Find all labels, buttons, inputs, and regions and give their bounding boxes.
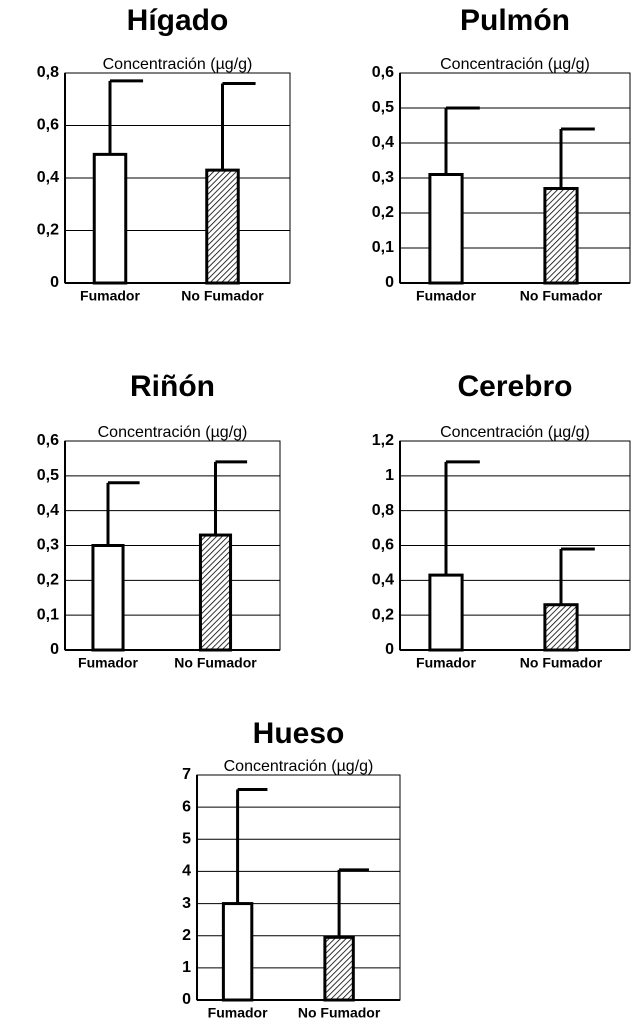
bar	[92, 152, 128, 285]
y-tick-label: 0,1	[37, 606, 59, 623]
subtitle: Concentración (µg/g)	[224, 758, 374, 775]
x-tick-label: No Fumador	[181, 288, 264, 304]
y-tick-label: 4	[182, 863, 191, 880]
subtitle: Concentración (µg/g)	[103, 56, 253, 73]
y-tick-label: 0,3	[372, 169, 394, 186]
x-tick-label: Fumador	[208, 1005, 268, 1020]
y-tick-label: 0,1	[372, 239, 394, 256]
y-tick-label: 0,4	[37, 169, 59, 186]
y-tick-label: 6	[182, 798, 191, 815]
chart-title: Hígado	[127, 4, 229, 37]
y-tick-label: 0,2	[372, 606, 394, 623]
x-tick-label: No Fumador	[520, 288, 603, 304]
bar	[428, 573, 464, 652]
y-tick-label: 0,2	[372, 204, 394, 221]
x-tick-label: Fumador	[80, 288, 140, 304]
bar	[198, 533, 233, 652]
y-tick-label: 0,5	[37, 467, 59, 484]
y-tick-label: 1	[182, 959, 191, 976]
y-tick-label: 0,8	[372, 502, 394, 519]
bar	[205, 168, 240, 285]
y-tick-label: 1,2	[372, 432, 394, 449]
x-tick-label: Fumador	[78, 655, 138, 671]
x-tick-label: No Fumador	[174, 655, 257, 671]
bar	[543, 603, 579, 652]
bar	[91, 544, 125, 652]
y-tick-label: 0,3	[37, 537, 59, 554]
x-tick-label: Fumador	[416, 288, 476, 304]
subtitle: Concentración (µg/g)	[440, 56, 590, 73]
y-tick-label: 0	[385, 641, 394, 658]
y-tick-label: 3	[182, 895, 191, 912]
y-tick-label: 0	[385, 274, 394, 291]
y-tick-label: 0,6	[37, 117, 59, 134]
y-tick-label: 0,4	[37, 502, 59, 519]
y-tick-label: 0,6	[37, 432, 59, 449]
chart-title: Cerebro	[457, 370, 572, 403]
y-tick-label: 0,2	[37, 222, 59, 239]
y-tick-label: 7	[182, 766, 191, 783]
y-tick-label: 5	[182, 831, 191, 848]
bar	[323, 935, 355, 1002]
y-tick-label: 0,6	[372, 537, 394, 554]
subtitle: Concentración (µg/g)	[98, 424, 248, 441]
y-tick-label: 0	[182, 991, 191, 1008]
bar	[221, 902, 254, 1002]
y-tick-label: 0	[50, 274, 59, 291]
chart-title: Hueso	[253, 717, 345, 750]
chart-title: Pulmón	[460, 4, 570, 37]
chart-title: Riñón	[130, 370, 215, 403]
x-tick-label: Fumador	[416, 655, 476, 671]
y-tick-label: 2	[182, 927, 191, 944]
y-tick-label: 0,4	[372, 134, 394, 151]
y-tick-label: 0,5	[372, 99, 394, 116]
y-tick-label: 0,8	[37, 64, 59, 81]
subtitle: Concentración (µg/g)	[440, 424, 590, 441]
y-tick-label: 1	[385, 467, 394, 484]
x-tick-label: No Fumador	[520, 655, 603, 671]
x-tick-label: No Fumador	[298, 1005, 381, 1020]
y-tick-label: 0,2	[37, 572, 59, 589]
y-tick-label: 0,6	[372, 64, 394, 81]
y-tick-label: 0,4	[372, 572, 394, 589]
bar	[428, 173, 464, 285]
y-tick-label: 0	[50, 641, 59, 658]
bar	[543, 187, 579, 285]
